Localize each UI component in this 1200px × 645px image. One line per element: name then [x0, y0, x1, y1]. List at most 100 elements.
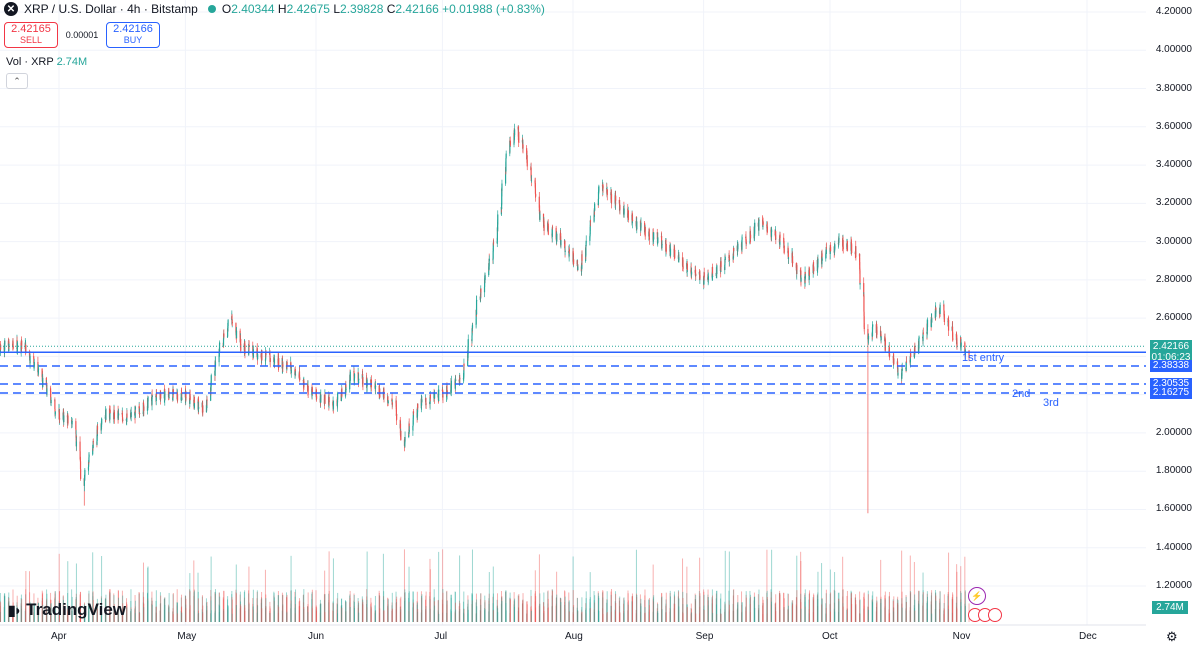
candle-body: [294, 369, 296, 372]
volume-bar: [181, 612, 183, 622]
gear-icon[interactable]: ⚙: [1166, 629, 1178, 644]
candle-body: [374, 385, 377, 387]
candle-body: [198, 407, 200, 409]
volume-bar: [796, 597, 798, 622]
chevron-up-icon[interactable]: ⌃: [6, 73, 28, 89]
volume-bar: [105, 607, 107, 622]
volume-bar: [500, 603, 502, 622]
volume-bar: [374, 605, 376, 622]
volume-bar: [606, 598, 608, 622]
volume-bar: [391, 609, 393, 622]
volume-bar: [96, 607, 98, 622]
volume-bar: [185, 595, 187, 622]
lightning-icon[interactable]: ⚡: [968, 587, 986, 605]
volume-bar: [669, 607, 671, 622]
price-tick-label: 4.20000: [1155, 6, 1192, 17]
volume-tag: 2.74M: [1152, 601, 1188, 614]
volume-bar: [796, 590, 798, 622]
volume-bar: [71, 611, 73, 622]
volume-bar: [8, 592, 10, 622]
volume-bar: [231, 597, 233, 622]
volume-bar: [678, 591, 680, 622]
volume-bar: [366, 604, 368, 622]
candle-body: [538, 196, 540, 208]
volume-bar: [859, 599, 861, 622]
volume-bar: [682, 598, 684, 622]
candle-body: [79, 451, 81, 460]
volume-bar: [84, 604, 86, 622]
candle-body: [471, 324, 474, 329]
volume-bar: [189, 605, 191, 622]
volume-bar: [568, 611, 570, 622]
volume-bar: [438, 613, 440, 622]
volume-bar: [585, 610, 587, 622]
volume-bar: [762, 603, 764, 622]
volume-bar: [901, 603, 903, 622]
volume-bar: [871, 601, 873, 622]
volume-bar: [711, 589, 713, 622]
volume-bar: [222, 599, 224, 622]
volume-bar: [534, 601, 536, 622]
volume-bar: [505, 590, 507, 622]
volume-bar: [12, 612, 14, 622]
volume-bar: [808, 609, 810, 622]
candle-body: [164, 391, 166, 396]
candle-body: [218, 352, 220, 355]
candle-body: [682, 259, 684, 267]
volume-bar: [813, 600, 815, 622]
tradingview-logo[interactable]: ▮◗ TradingView: [8, 600, 126, 619]
volume-bar: [197, 591, 199, 622]
price-tick-label: 3.00000: [1155, 235, 1192, 247]
candle-body: [783, 238, 785, 244]
candle-body: [513, 129, 516, 136]
volume-bar: [41, 590, 43, 622]
volume-bar: [387, 604, 389, 622]
volume-bar: [572, 606, 574, 622]
volume-bar: [627, 602, 629, 622]
volume-bar: [837, 592, 839, 622]
volume-bar: [261, 608, 263, 622]
volume-bar: [770, 601, 772, 622]
volume-bar: [151, 603, 153, 622]
symbol-title[interactable]: XRP / U.S. Dollar · 4h · Bitstamp: [24, 2, 198, 16]
volume-bar: [88, 590, 90, 622]
event-flags[interactable]: [968, 608, 1002, 622]
volume-bar: [905, 602, 907, 622]
volume-bar: [307, 604, 309, 622]
candle-body: [155, 393, 158, 396]
volume-bar: [425, 606, 427, 622]
volume-bar: [736, 609, 738, 622]
volume-bar: [21, 608, 23, 622]
candle-body: [269, 358, 271, 362]
volume-bar: [775, 602, 777, 622]
volume-bar: [164, 598, 166, 622]
volume-bar: [867, 607, 869, 622]
volume-bar: [699, 557, 701, 622]
volume-bar: [943, 594, 945, 622]
volume-bar: [893, 607, 895, 622]
volume-bar: [88, 611, 90, 622]
candle-body: [581, 254, 583, 262]
candle-body: [202, 410, 204, 413]
candle-body: [29, 356, 31, 364]
volume-bar: [408, 591, 410, 622]
volume-bar: [901, 603, 903, 622]
volume-bar: [922, 602, 924, 622]
candle-body: [463, 364, 465, 366]
volume-bar: [825, 603, 827, 622]
volume-bar: [265, 594, 267, 622]
candle-body: [547, 225, 549, 235]
candle-body: [33, 361, 35, 367]
candle-body: [67, 415, 69, 424]
volume-bar: [947, 609, 949, 622]
candle-body: [278, 358, 280, 369]
volume-bar: [408, 597, 410, 622]
volume-bar: [319, 612, 321, 622]
buy-button[interactable]: 2.42166 BUY: [106, 22, 160, 48]
volume-bar: [75, 593, 77, 622]
volume-bar: [219, 605, 221, 622]
volume-bar: [517, 607, 519, 622]
volume-bar: [868, 609, 870, 622]
sell-button[interactable]: 2.42165 SELL: [4, 22, 58, 48]
